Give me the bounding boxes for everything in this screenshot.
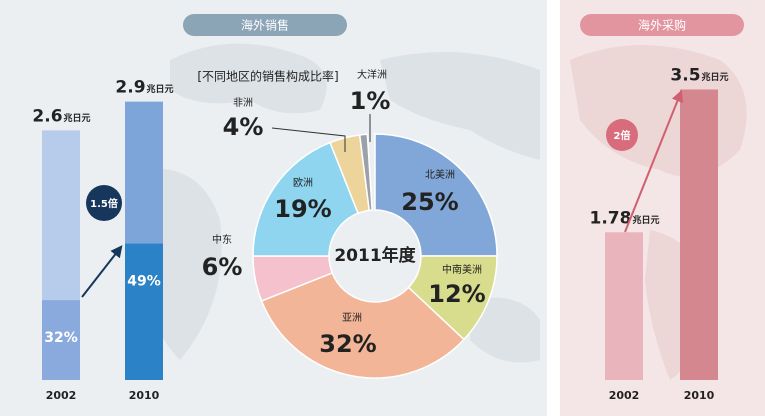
slice-name: 欧洲	[293, 177, 313, 189]
value-label: 2.9	[115, 78, 145, 98]
annotation-badge	[86, 185, 122, 221]
slice-value: 32%	[319, 330, 376, 358]
chart-subtitle: [不同地区的销售构成比率]	[197, 69, 338, 84]
value-label: 1.78	[590, 208, 632, 228]
header-pill	[183, 14, 347, 36]
value-unit: 兆日元	[632, 214, 659, 226]
donut-slice	[260, 271, 465, 379]
slice-value: 1%	[350, 87, 391, 115]
bar-share	[42, 300, 80, 380]
header-pill	[580, 14, 744, 36]
x-tick-label: 2010	[684, 389, 715, 402]
annotation: 2倍	[614, 129, 631, 142]
bar	[605, 232, 643, 380]
arrow	[81, 245, 123, 298]
slice-value: 6%	[202, 253, 243, 281]
header-title: 海外销售	[241, 18, 289, 33]
slice-name: 非洲	[233, 97, 253, 109]
slice-name: 北美洲	[425, 168, 455, 181]
x-tick-label: 2010	[129, 389, 160, 402]
slice-value: 12%	[428, 280, 485, 308]
slice-value: 19%	[274, 195, 331, 223]
annotation: 1.5倍	[90, 197, 118, 210]
x-tick-label: 2002	[46, 389, 77, 402]
value-label: 3.5	[670, 66, 700, 86]
slice-name: 亚洲	[342, 312, 362, 324]
header-title: 海外采购	[638, 18, 686, 33]
annotation-badge	[606, 119, 638, 151]
share-label: 32%	[44, 330, 78, 346]
slice-name: 中南美洲	[442, 263, 482, 276]
bar-share	[125, 243, 163, 380]
bar	[680, 89, 718, 380]
share-label: 49%	[127, 274, 161, 290]
center-label: 2011年度	[334, 245, 416, 266]
donut-slice	[252, 141, 360, 257]
slice-name: 大洋洲	[357, 68, 387, 81]
slice-name: 中东	[212, 233, 232, 246]
slice-value: 4%	[223, 113, 264, 141]
value-unit: 兆日元	[702, 71, 729, 83]
value-unit: 兆日元	[64, 112, 91, 124]
value-unit: 兆日元	[147, 83, 174, 95]
x-tick-label: 2002	[609, 389, 640, 402]
value-label: 2.6	[32, 106, 62, 126]
slice-value: 25%	[401, 188, 458, 216]
arrow	[624, 89, 684, 233]
leader-line	[271, 127, 346, 152]
donut-slice	[374, 133, 498, 257]
donut-slice	[358, 133, 373, 212]
